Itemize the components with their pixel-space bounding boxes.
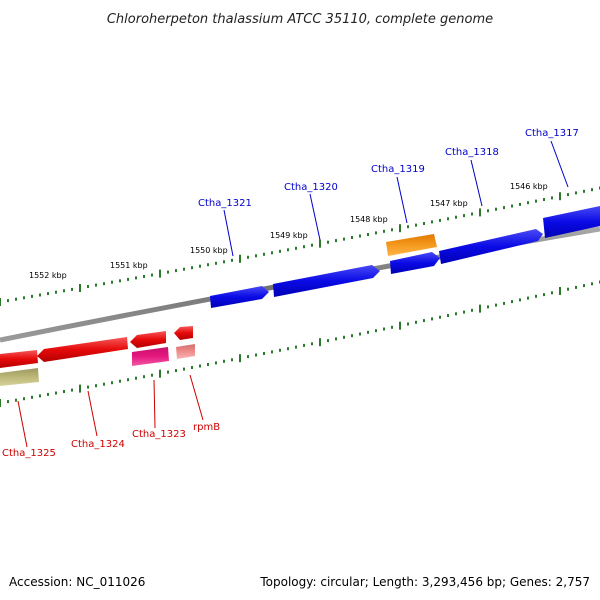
leader-ctha-1318 [470,159,483,207]
leader-ctha-1319 [396,176,408,224]
gene-ctha-1321[interactable] [210,286,269,308]
label-ctha-1320[interactable]: Ctha_1320 [284,182,338,193]
label-ctha-1325[interactable]: Ctha_1325 [2,448,56,459]
label-ctha-1318[interactable]: Ctha_1318 [445,147,499,158]
kbp-label-1550: 1550 kbp [190,246,228,255]
kbp-label-1548: 1548 kbp [350,215,388,224]
gene-ctha-1323[interactable] [130,331,166,348]
label-ctha-1323[interactable]: Ctha_1323 [132,429,186,440]
gene-ctha-1319[interactable] [390,252,440,274]
gene-rpmb-rna[interactable] [176,344,195,359]
leader-rpmb [189,374,204,421]
genome-summary-text: Topology: circular; Length: 3,293,456 bp… [259,575,590,589]
gene-ctha-1318[interactable] [439,229,543,264]
gene-ctha-1319-rna[interactable] [386,234,437,256]
gene-ctha-1325[interactable] [0,350,38,368]
outer-tick-track [0,186,600,306]
label-ctha-1321[interactable]: Ctha_1321 [198,198,252,209]
leader-ctha-1325 [17,400,28,448]
kbp-label-1549: 1549 kbp [270,231,308,240]
inner-tick-track [0,280,600,407]
gene-ctha-1324[interactable] [37,337,128,362]
kbp-label-1546: 1546 kbp [510,182,548,191]
gene-ctha-1317[interactable] [543,206,600,238]
gene-ctha-1320[interactable] [273,265,380,297]
leader-ctha-1323 [153,379,156,429]
gene-ctha-1325-misc[interactable] [0,368,39,386]
leader-ctha-1317 [550,140,569,188]
gene-ctha-1323-rna[interactable] [132,347,169,366]
leader-ctha-1321 [223,209,234,257]
label-ctha-1319[interactable]: Ctha_1319 [371,164,425,175]
gene-rpmb[interactable] [174,326,193,340]
accession-text: Accession: NC_011026 [9,575,145,589]
map-title: Chloroherpeton thalassium ATCC 35110, co… [107,12,493,27]
kbp-label-1547: 1547 kbp [430,199,468,208]
leader-ctha-1320 [309,193,321,241]
label-ctha-1317[interactable]: Ctha_1317 [525,128,579,139]
label-rpmb[interactable]: rpmB [193,422,220,433]
kbp-label-1551: 1551 kbp [110,261,148,270]
kbp-label-1552: 1552 kbp [29,271,67,280]
label-ctha-1324[interactable]: Ctha_1324 [71,439,125,450]
leader-ctha-1324 [87,390,98,437]
